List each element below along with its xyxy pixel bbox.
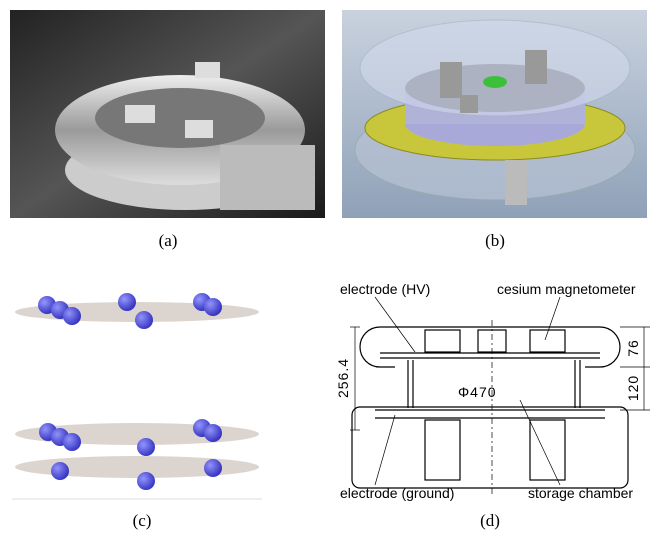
dimension: 76: [625, 339, 641, 357]
label: cesium magnetometer: [497, 281, 636, 297]
caption: (c): [133, 511, 152, 530]
panel-d: [350, 297, 650, 495]
dimension: Φ470: [458, 384, 497, 400]
dimension: 120: [625, 375, 641, 401]
panel-b: [342, 10, 647, 218]
caption: (b): [485, 231, 505, 250]
caption: (a): [159, 231, 178, 250]
figure: (a) (b) (c): [0, 0, 657, 534]
dimension: 256.4: [335, 358, 351, 398]
panel-a: [10, 10, 325, 218]
label: electrode (ground): [340, 485, 454, 501]
label: electrode (HV): [340, 281, 430, 297]
caption: (d): [480, 511, 500, 530]
panel-c: [12, 293, 262, 499]
label: storage chamber: [528, 485, 633, 501]
